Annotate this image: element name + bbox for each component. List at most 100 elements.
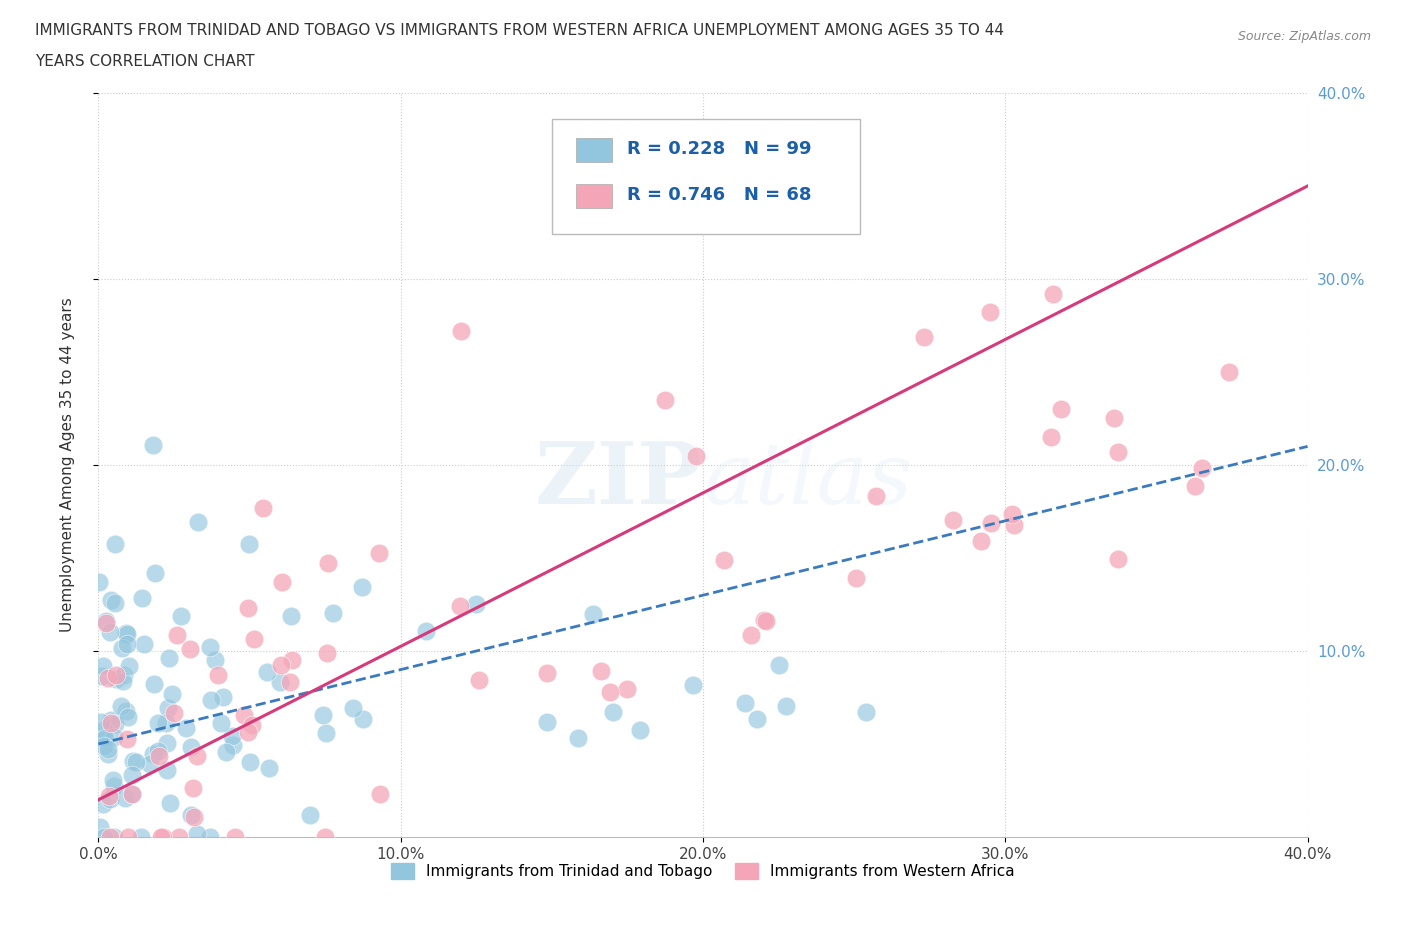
Point (269, 674, 291, 689)
FancyBboxPatch shape (576, 138, 613, 162)
Point (281, 652, 304, 667)
Point (181, 780, 204, 795)
Point (315, 725, 337, 740)
Point (1184, 479, 1206, 494)
Point (97, 671, 120, 685)
Point (91, 796, 114, 811)
Point (775, 699, 797, 714)
Point (280, 608, 302, 623)
Point (114, 626, 136, 641)
Point (104, 595, 127, 610)
Point (616, 682, 638, 697)
Point (1050, 401, 1073, 416)
Point (855, 704, 877, 719)
Point (115, 732, 138, 747)
Point (143, 565, 166, 580)
Point (148, 744, 170, 759)
Text: ZIP: ZIP (536, 438, 703, 522)
Point (101, 773, 124, 788)
Point (745, 711, 768, 726)
Point (155, 715, 177, 730)
Point (111, 641, 134, 656)
Point (1042, 286, 1064, 301)
Point (314, 830, 336, 844)
Point (912, 330, 935, 345)
Point (98, 830, 121, 844)
Point (179, 642, 201, 657)
Point (536, 666, 558, 681)
Point (183, 810, 205, 825)
Point (602, 188, 624, 203)
Point (200, 830, 222, 844)
Text: R = 0.228   N = 99: R = 0.228 N = 99 (627, 140, 811, 158)
Point (97, 741, 120, 756)
Point (221, 728, 243, 743)
Point (370, 786, 392, 801)
Point (100, 712, 122, 727)
Point (96, 613, 118, 628)
Point (166, 628, 188, 643)
Point (114, 668, 136, 683)
Point (315, 646, 337, 661)
Point (134, 637, 156, 652)
Point (212, 689, 235, 704)
Point (169, 609, 191, 624)
Point (599, 684, 621, 699)
Point (1002, 517, 1025, 532)
Point (87, 574, 110, 589)
Point (90, 714, 112, 729)
Point (1102, 411, 1125, 426)
Point (256, 665, 278, 680)
Point (90, 669, 112, 684)
Point (865, 488, 887, 503)
FancyBboxPatch shape (576, 184, 613, 208)
Point (129, 830, 152, 844)
Point (1001, 507, 1024, 522)
Point (970, 533, 993, 548)
Point (94, 731, 117, 746)
Legend: Immigrants from Trinidad and Tobago, Immigrants from Western Africa: Immigrants from Trinidad and Tobago, Imm… (385, 857, 1021, 885)
Point (115, 627, 138, 642)
Point (124, 754, 146, 769)
Point (740, 628, 762, 643)
Point (180, 808, 202, 823)
Point (180, 739, 202, 754)
Point (450, 324, 472, 339)
Point (117, 830, 139, 844)
Point (89, 819, 111, 834)
Point (110, 698, 132, 713)
Point (159, 795, 181, 810)
FancyBboxPatch shape (551, 119, 860, 234)
Point (187, 514, 209, 529)
Point (115, 704, 138, 719)
Point (98, 791, 121, 806)
Point (105, 671, 128, 686)
Point (222, 737, 245, 752)
Point (257, 761, 280, 776)
Point (845, 571, 868, 586)
Point (224, 830, 246, 844)
Point (240, 717, 263, 732)
Point (1040, 430, 1063, 445)
Point (278, 674, 301, 689)
Point (589, 664, 612, 679)
Point (449, 598, 471, 613)
Point (312, 708, 335, 723)
Point (103, 830, 125, 844)
Point (299, 807, 322, 822)
Point (94, 616, 117, 631)
Point (316, 555, 339, 570)
Point (160, 686, 183, 701)
Point (582, 606, 605, 621)
Point (322, 605, 344, 620)
Point (207, 668, 229, 683)
Point (198, 640, 221, 655)
Point (271, 574, 294, 589)
Point (97, 747, 120, 762)
Point (103, 729, 125, 744)
Point (713, 552, 735, 567)
Point (148, 749, 170, 764)
Point (252, 500, 274, 515)
Point (536, 715, 558, 730)
Point (238, 724, 260, 739)
